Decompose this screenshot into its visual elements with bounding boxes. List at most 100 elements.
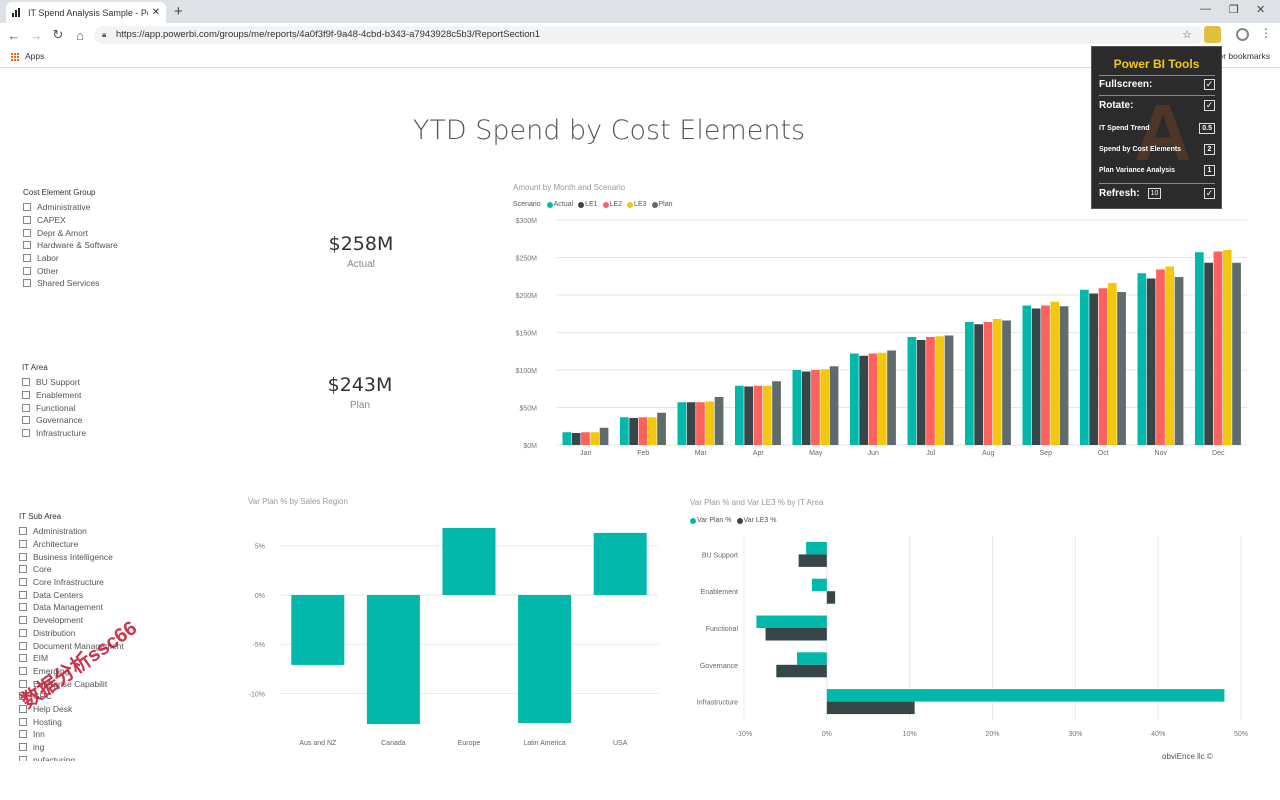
other-bookmarks[interactable]: er bookmarks — [1218, 51, 1271, 61]
checkbox[interactable] — [19, 552, 27, 561]
checkbox[interactable] — [19, 603, 27, 612]
new-tab-icon[interactable]: + — [174, 3, 183, 20]
close-tab-icon[interactable]: ✕ — [151, 7, 160, 18]
checkbox[interactable] — [23, 216, 31, 225]
slicer-item[interactable]: Administration — [19, 525, 124, 538]
slicer-item[interactable]: Shared Services — [23, 277, 118, 290]
amount-by-month-chart[interactable]: $0M $50M $100M $150M $200M $250M $300M Jan Feb Ma… — [505, 212, 1255, 462]
legend-item[interactable]: LE1 — [578, 201, 598, 208]
apps-grid-icon[interactable] — [10, 52, 19, 61]
slicer-item[interactable]: Data Centers — [19, 588, 124, 601]
checkbox[interactable] — [22, 416, 30, 425]
browser-menu-icon[interactable]: ⋮ — [1260, 26, 1272, 40]
slicer-item[interactable]: Enablement — [22, 389, 86, 402]
slicer-item[interactable]: Core — [19, 563, 124, 576]
checkbox[interactable] — [19, 717, 27, 726]
slicer-item[interactable]: Infrastructure — [22, 427, 86, 440]
refresh-checkbox[interactable]: ✓ — [1204, 188, 1215, 199]
var-plan-by-region-chart[interactable]: 5% 0% -5% -10% Aus and NZ Canada Europe Latin A… — [240, 520, 660, 752]
bar — [1059, 306, 1069, 445]
slicer-item[interactable]: Governance — [22, 414, 86, 427]
checkbox[interactable] — [23, 241, 31, 250]
slicer-item[interactable]: Functional — [22, 401, 86, 414]
slicer-item[interactable]: Architecture — [19, 538, 124, 551]
slicer-item[interactable]: EIM — [19, 652, 124, 665]
slicer-item[interactable]: CAPEX — [23, 214, 118, 227]
checkbox[interactable] — [19, 679, 27, 688]
slicer-item[interactable]: Document Management — [19, 639, 124, 652]
checkbox[interactable] — [19, 565, 27, 574]
reload-icon[interactable]: ↻ — [52, 27, 64, 42]
checkbox[interactable] — [23, 266, 31, 275]
slicer-item[interactable]: Emerging — [19, 665, 124, 678]
legend-item[interactable]: Actual — [546, 201, 573, 208]
slicer-item[interactable]: BU Support — [22, 376, 86, 389]
checkbox[interactable] — [19, 755, 27, 761]
slicer-item-label: Enablement — [36, 390, 82, 401]
slicer-item[interactable]: Hosting — [19, 715, 124, 728]
checkbox[interactable] — [19, 743, 27, 752]
slicer-item[interactable]: Inn — [19, 728, 124, 741]
power-bi-tools-extension-icon[interactable] — [1204, 26, 1221, 43]
refresh-interval-input[interactable]: 10 — [1147, 188, 1162, 199]
checkbox[interactable] — [19, 540, 27, 549]
close-window-icon[interactable]: ✕ — [1256, 4, 1266, 16]
slicer-item[interactable]: Core Infrastructure — [19, 576, 124, 589]
checkbox[interactable] — [23, 254, 31, 263]
checkbox[interactable] — [19, 692, 27, 701]
checkbox[interactable] — [23, 279, 31, 288]
page-duration-input[interactable]: 2 — [1204, 144, 1215, 155]
slicer-item[interactable]: ing — [19, 741, 124, 754]
checkbox[interactable] — [19, 730, 27, 739]
var-by-it-area-chart[interactable]: -10% 0% 10% 20% 30% 40% 50% BU Support Enablemen… — [685, 530, 1255, 740]
slicer-item[interactable]: Other — [23, 264, 118, 277]
restore-icon[interactable]: ❐ — [1229, 4, 1239, 16]
slicer-item[interactable]: GRC — [19, 690, 124, 703]
profile-icon[interactable] — [1236, 28, 1249, 41]
checkbox[interactable] — [19, 628, 27, 637]
legend-item[interactable]: Var LE3 % — [736, 517, 776, 524]
checkbox[interactable] — [23, 228, 31, 237]
slicer-item[interactable]: Business Intelligence — [19, 550, 124, 563]
checkbox[interactable] — [19, 704, 27, 713]
checkbox[interactable] — [23, 203, 31, 212]
checkbox[interactable] — [22, 378, 30, 387]
bookmark-star-icon[interactable]: ☆ — [1182, 29, 1192, 41]
checkbox[interactable] — [19, 666, 27, 675]
minimize-icon[interactable]: — — [1200, 3, 1211, 15]
checkbox[interactable] — [19, 590, 27, 599]
slicer-item[interactable]: Enterprise Capabilit — [19, 677, 124, 690]
apps-bookmark[interactable]: Apps — [25, 51, 45, 61]
checkbox[interactable] — [19, 654, 27, 663]
url-input[interactable]: 🔒︎ https://app.powerbi.com/groups/me/rep… — [94, 26, 1204, 44]
legend-item[interactable]: Plan — [651, 201, 673, 208]
checkbox[interactable] — [22, 429, 30, 438]
legend-item[interactable]: LE3 — [627, 201, 647, 208]
slicer-item[interactable]: Distribution — [19, 627, 124, 640]
rotate-checkbox[interactable]: ✓ — [1204, 100, 1215, 111]
slicer-item[interactable]: Development — [19, 614, 124, 627]
fullscreen-checkbox[interactable]: ✓ — [1204, 79, 1215, 90]
slicer-item[interactable]: Administrative — [23, 201, 118, 214]
browser-tab[interactable]: IT Spend Analysis Sample - Powe ✕ — [6, 2, 166, 23]
page-duration-input[interactable]: 0.5 — [1199, 123, 1215, 134]
slicer-item[interactable]: Hardware & Software — [23, 239, 118, 252]
slicer-item[interactable]: Depr & Amort — [23, 226, 118, 239]
slicer-item[interactable]: nufacturing — [19, 753, 124, 761]
slicer-item[interactable]: Labor — [23, 252, 118, 265]
back-icon[interactable]: ← — [7, 27, 21, 43]
slicer-item[interactable]: Data Management — [19, 601, 124, 614]
checkbox[interactable] — [19, 527, 27, 536]
checkbox[interactable] — [22, 391, 30, 400]
home-icon[interactable]: ⌂ — [76, 27, 84, 43]
checkbox[interactable] — [19, 578, 27, 587]
slicer-item-label: Hardware & Software — [37, 240, 118, 251]
legend-item[interactable]: LE2 — [602, 201, 622, 208]
page-duration-input[interactable]: 1 — [1204, 165, 1215, 176]
checkbox[interactable] — [19, 641, 27, 650]
checkbox[interactable] — [22, 403, 30, 412]
forward-icon[interactable]: → — [29, 27, 43, 43]
checkbox[interactable] — [19, 616, 27, 625]
legend-item[interactable]: Var Plan % — [690, 517, 732, 524]
slicer-item[interactable]: Help Desk — [19, 703, 124, 716]
